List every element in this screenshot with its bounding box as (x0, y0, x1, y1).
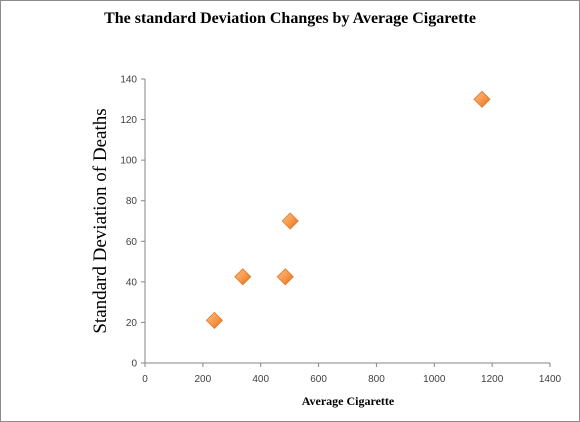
x-tick-label: 0 (142, 374, 148, 385)
y-tick-label: 0 (131, 359, 137, 370)
chart-title: The standard Deviation Changes by Averag… (104, 10, 476, 27)
data-point-diamond (276, 268, 294, 286)
x-tick-label: 800 (368, 374, 385, 385)
x-tick-label: 600 (310, 374, 327, 385)
x-axis-label: Average Cigarette (302, 394, 395, 408)
y-tick-label: 120 (120, 115, 137, 126)
x-tick-label: 200 (195, 374, 212, 385)
data-point-diamond (205, 311, 223, 329)
y-tick-label: 140 (120, 75, 137, 86)
data-point-diamond (473, 90, 491, 108)
data-point-diamond (281, 212, 299, 230)
y-tick-label: 60 (126, 237, 138, 248)
y-tick-label: 100 (120, 156, 137, 167)
y-tick-label: 40 (126, 277, 138, 288)
x-tick-label: 1400 (539, 374, 562, 385)
y-axis-label: Standard Deviation of Deaths (90, 108, 111, 333)
x-tick-label: 1000 (423, 374, 446, 385)
y-tick-label: 80 (126, 196, 138, 207)
x-tick-label: 1200 (481, 374, 504, 385)
data-point-diamond (234, 268, 252, 286)
y-tick-label: 20 (126, 318, 138, 329)
x-tick-label: 400 (252, 374, 269, 385)
